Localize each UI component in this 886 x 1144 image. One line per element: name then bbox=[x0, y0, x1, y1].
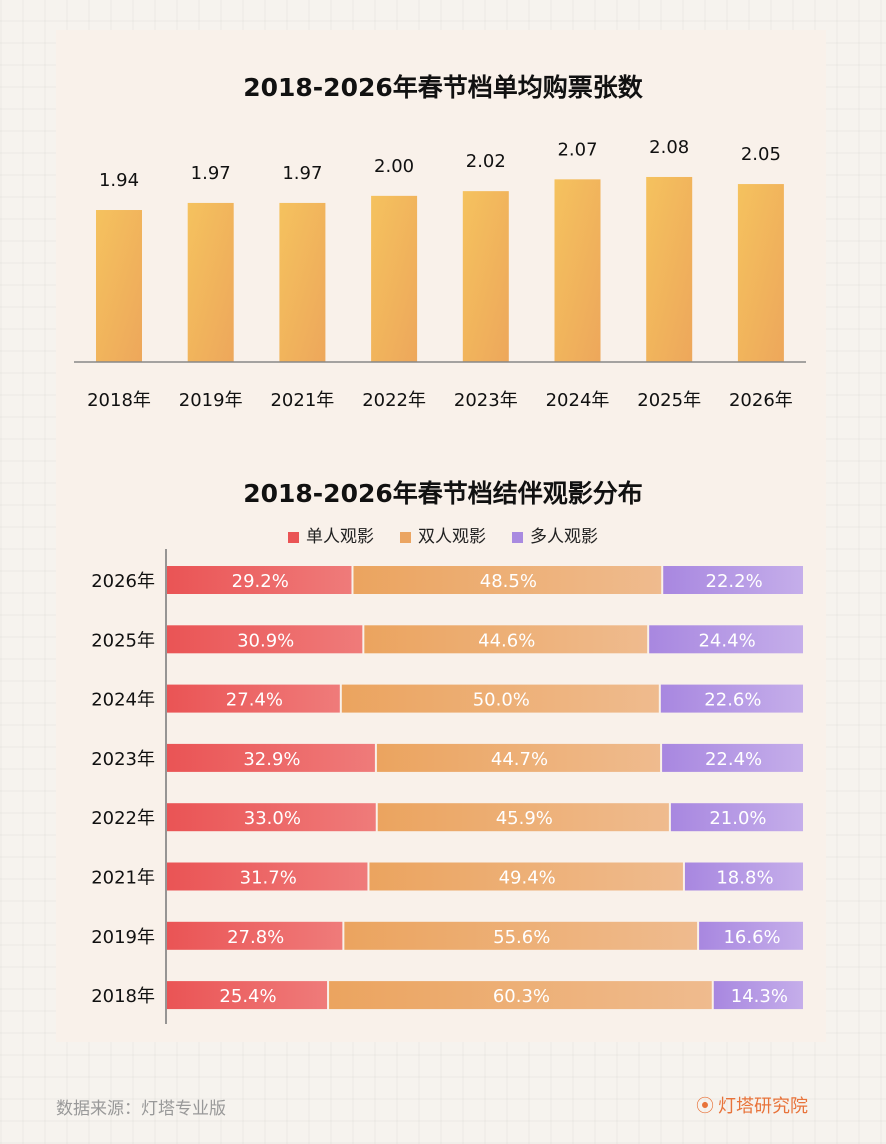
segment-single bbox=[167, 684, 340, 713]
y-tick-label: 2019年 bbox=[91, 927, 155, 948]
segment-double bbox=[329, 981, 712, 1010]
segment-label: 30.9% bbox=[237, 630, 294, 651]
legend-item-single: 单人观影 bbox=[288, 522, 374, 547]
segment-group bbox=[670, 803, 803, 832]
bar-value-label: 2.05 bbox=[741, 144, 781, 165]
bar bbox=[462, 191, 509, 362]
segment-double bbox=[344, 921, 698, 950]
x-tick-label: 2021年 bbox=[270, 390, 334, 411]
segment-label: 33.0% bbox=[244, 808, 301, 829]
segment-label: 45.9% bbox=[496, 808, 553, 829]
segment-double bbox=[353, 566, 662, 594]
segment-label: 22.4% bbox=[705, 749, 762, 770]
segment-label: 44.6% bbox=[478, 630, 535, 651]
bar-value-label: 2.08 bbox=[649, 137, 689, 158]
x-tick-label: 2018年 bbox=[87, 390, 151, 411]
bar bbox=[279, 202, 326, 362]
segment-label: 25.4% bbox=[219, 986, 276, 1007]
segment-single bbox=[167, 743, 375, 772]
segment-double bbox=[369, 862, 683, 891]
segment-label: 18.8% bbox=[716, 868, 773, 889]
segment-double bbox=[377, 803, 669, 832]
bar bbox=[187, 202, 234, 362]
y-tick-label: 2024年 bbox=[91, 690, 155, 711]
segment-label: 14.3% bbox=[731, 986, 788, 1007]
y-tick-label: 2018年 bbox=[91, 986, 155, 1007]
legend: 单人观影 双人观影 多人观影 bbox=[0, 522, 886, 547]
x-tick-label: 2026年 bbox=[729, 390, 793, 411]
segment-double bbox=[341, 684, 659, 713]
segment-single bbox=[167, 625, 363, 654]
bar bbox=[646, 176, 693, 362]
segment-label: 48.5% bbox=[480, 571, 537, 592]
segment-group bbox=[660, 684, 803, 713]
segment-single bbox=[167, 803, 376, 832]
y-tick-label: 2021年 bbox=[91, 868, 155, 889]
x-tick-label: 2024年 bbox=[546, 390, 610, 411]
segment-label: 29.2% bbox=[232, 571, 289, 592]
legend-item-group: 多人观影 bbox=[512, 522, 598, 547]
segment-group bbox=[662, 743, 803, 772]
segment-label: 27.4% bbox=[226, 690, 283, 711]
segment-group bbox=[713, 981, 803, 1010]
legend-item-double: 双人观影 bbox=[400, 522, 486, 547]
bar-chart-title: 2018-2026年春节档单均购票张数 bbox=[243, 73, 643, 102]
y-tick-label: 2026年 bbox=[91, 571, 155, 592]
bar-value-label: 2.07 bbox=[557, 139, 597, 160]
segment-group bbox=[699, 921, 803, 950]
x-tick-label: 2025年 bbox=[637, 390, 701, 411]
x-tick-label: 2023年 bbox=[454, 390, 518, 411]
segment-label: 55.6% bbox=[493, 927, 550, 948]
segment-label: 24.4% bbox=[698, 630, 755, 651]
segment-label: 16.6% bbox=[723, 927, 780, 948]
y-tick-label: 2022年 bbox=[91, 808, 155, 829]
segment-single bbox=[167, 981, 328, 1010]
segment-label: 32.9% bbox=[243, 749, 300, 770]
bar-value-label: 2.02 bbox=[466, 151, 506, 172]
bar bbox=[737, 184, 784, 362]
segment-double bbox=[376, 743, 661, 772]
segment-label: 50.0% bbox=[473, 690, 530, 711]
stacked-chart-title: 2018-2026年春节档结伴观影分布 bbox=[243, 479, 643, 508]
segment-group bbox=[663, 566, 803, 594]
segment-group bbox=[684, 862, 803, 891]
segment-label: 31.7% bbox=[240, 868, 297, 889]
segment-label: 27.8% bbox=[227, 927, 284, 948]
x-tick-label: 2019年 bbox=[179, 390, 243, 411]
y-tick-label: 2025年 bbox=[91, 630, 155, 651]
segment-group bbox=[649, 625, 803, 654]
data-source: 数据来源：灯塔专业版 bbox=[56, 1099, 226, 1119]
bar-value-label: 1.94 bbox=[99, 170, 139, 191]
x-tick-label: 2022年 bbox=[362, 390, 426, 411]
segment-label: 44.7% bbox=[491, 749, 548, 770]
bar bbox=[371, 195, 418, 362]
segment-label: 22.6% bbox=[704, 690, 761, 711]
segment-label: 22.2% bbox=[706, 571, 763, 592]
lighthouse-icon: ⦿ bbox=[696, 1096, 714, 1117]
segment-label: 49.4% bbox=[499, 868, 556, 889]
y-tick-label: 2023年 bbox=[91, 749, 155, 770]
bar-value-label: 1.97 bbox=[191, 163, 231, 184]
segment-single bbox=[167, 566, 352, 594]
bar bbox=[554, 179, 601, 362]
segment-single bbox=[167, 921, 343, 950]
brand-logo: ⦿ 灯塔研究院 bbox=[696, 1092, 808, 1118]
segment-label: 60.3% bbox=[493, 986, 550, 1007]
segment-double bbox=[364, 625, 648, 654]
segment-single bbox=[167, 862, 368, 891]
segment-label: 21.0% bbox=[709, 808, 766, 829]
bar-value-label: 1.97 bbox=[282, 163, 322, 184]
bar bbox=[96, 210, 142, 362]
bar-value-label: 2.00 bbox=[374, 156, 414, 177]
